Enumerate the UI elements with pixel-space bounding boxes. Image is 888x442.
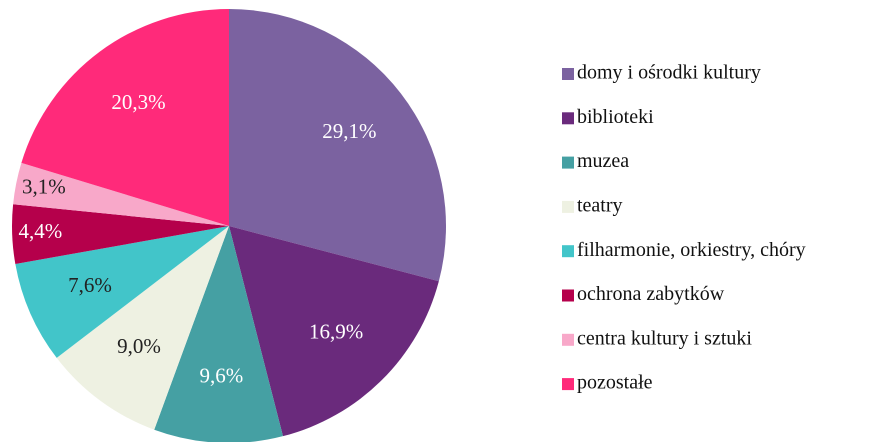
pie-slice [154,226,283,442]
legend-swatch [562,378,574,391]
pie-slice [229,9,446,282]
legend-label: domy i ośrodki kultury [577,62,761,84]
legend-swatch [562,156,574,169]
legend-label: muzea [577,150,629,172]
slice-label: 20,3% [111,90,165,114]
slice-label: 9,6% [199,364,243,388]
slice-label: 29,1% [322,119,376,143]
pie-slice [21,9,230,226]
pie-slice [15,226,230,358]
legend-label: pozostałe [577,372,653,394]
legend-label: filharmonie, orkiestry, chóry [577,239,806,261]
pie-slice [13,162,230,226]
legend-label: ochrona zabytków [577,283,725,305]
slice-label: 9,0% [117,334,161,358]
slice-label: 16,9% [309,320,363,344]
slice-label: 4,4% [18,219,62,243]
pie-slice [11,204,229,264]
pie-slice [56,226,229,430]
legend-label: biblioteki [577,106,654,128]
slice-label: 3,1% [22,175,66,199]
pie-slice [229,226,439,437]
slice-label: 7,6% [68,273,112,297]
legend-swatch [562,289,574,302]
legend-swatch [562,200,574,213]
legend-swatch [562,68,574,80]
legend-label: centra kultury i sztuki [577,327,752,349]
legend-swatch [562,333,574,346]
legend-swatch [562,112,574,125]
legend-label: teatry [577,194,623,216]
legend-swatch [562,245,574,258]
